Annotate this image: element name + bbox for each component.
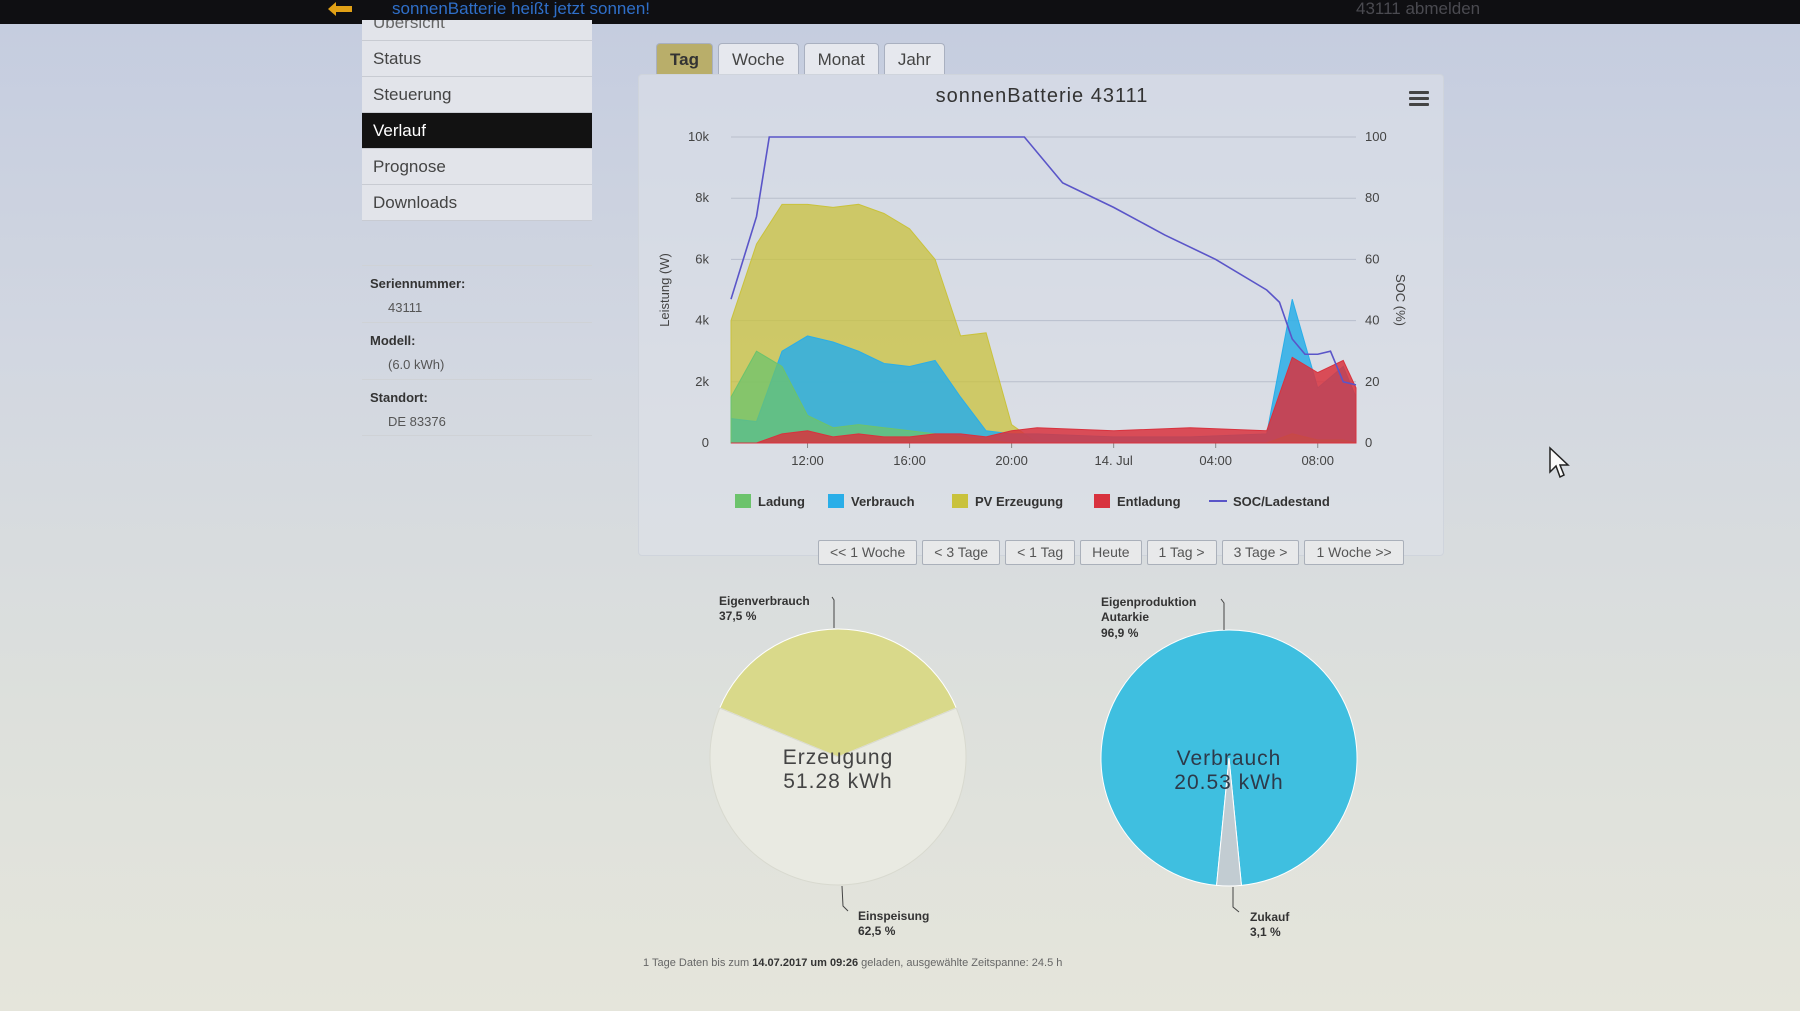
- legend-label: PV Erzeugung: [975, 494, 1063, 509]
- chart-title: sonnenBatterie 43111: [935, 85, 1149, 107]
- y2-tick-label: 20: [1365, 374, 1379, 389]
- pie-label-name: Einspeisung: [858, 909, 929, 923]
- footer-prefix: 1 Tage Daten bis zum: [643, 957, 750, 969]
- range-forward-week-button[interactable]: 1 Woche >>: [1304, 540, 1404, 565]
- pie-label-value: 96,9 %: [1101, 626, 1139, 640]
- tab-woche[interactable]: Woche: [717, 43, 799, 74]
- y2-tick-label: 80: [1365, 190, 1379, 205]
- device-info: Seriennummer: 43111 Modell: (6.0 kWh) St…: [362, 265, 592, 436]
- tab-monat[interactable]: Monat: [803, 43, 879, 74]
- legend-swatch: [1094, 494, 1110, 508]
- location-label: Standort:: [370, 390, 428, 405]
- location-value: DE 83376: [388, 414, 446, 429]
- logout-link[interactable]: 43111 abmelden: [1356, 0, 1481, 18]
- range-navigation: << 1 Woche < 3 Tage < 1 Tag Heute 1 Tag …: [818, 540, 1404, 565]
- legend-label: SOC/Ladestand: [1233, 494, 1330, 509]
- banner-link[interactable]: sonnenBatterie heißt jetzt sonnen!: [392, 0, 650, 18]
- y-tick-label: 2k: [695, 374, 709, 389]
- pie-label-name: Eigenproduktion: [1101, 595, 1196, 609]
- pie-label-value: 37,5 %: [719, 609, 757, 623]
- y-tick-label: 0: [702, 435, 709, 450]
- sidebar-item-status[interactable]: Status: [362, 41, 592, 77]
- leader-line: [1232, 887, 1240, 913]
- mouse-cursor-icon: [1549, 446, 1570, 479]
- serial-label: Seriennummer:: [370, 276, 466, 291]
- footer-mid: um: [810, 957, 827, 969]
- y2-axis-title: SOC (%): [1393, 274, 1408, 326]
- footer-time: 09:26: [829, 957, 859, 969]
- tab-jahr[interactable]: Jahr: [883, 43, 945, 74]
- chart-menu-icon[interactable]: [1409, 91, 1429, 107]
- serial-value: 43111: [388, 300, 423, 315]
- y2-tick-label: 60: [1365, 251, 1379, 266]
- footer-date: 14.07.2017: [752, 957, 808, 969]
- pie-label-name: Zukauf: [1250, 910, 1290, 924]
- series-soc-line: [730, 136, 1357, 386]
- y2-tick-label: 0: [1365, 435, 1372, 450]
- model-label: Modell:: [370, 333, 416, 348]
- y-tick-label: 4k: [695, 313, 709, 328]
- y-axis-title: Leistung (W): [657, 253, 672, 327]
- serial-info: Seriennummer: 43111: [362, 265, 592, 322]
- range-back-week-button[interactable]: << 1 Woche: [818, 540, 918, 565]
- y-tick-label: 8k: [695, 190, 709, 205]
- sidebar-item-prognose[interactable]: Prognose: [362, 149, 592, 185]
- legend-swatch: [735, 494, 751, 508]
- sidebar-nav: Übersicht Status Steuerung Verlauf Progn…: [362, 20, 592, 221]
- x-tick-label: 04:00: [1199, 453, 1232, 468]
- sidebar-item-uebersicht[interactable]: Übersicht: [362, 20, 592, 41]
- y2-tick-label: 100: [1365, 129, 1387, 144]
- legend-label: Verbrauch: [851, 494, 915, 509]
- pie-center-value: 51.28 kWh: [783, 770, 892, 793]
- chart-panel: sonnenBatterie 43111 0 2k 4k 6k 8k 10k 0 20 40 60…: [638, 74, 1444, 556]
- pie-center-label: Erzeugung: [783, 746, 894, 769]
- data-status-note: 1 Tage Daten bis zum 14.07.2017 um 09:26…: [643, 957, 1062, 969]
- legend-label: Entladung: [1117, 494, 1181, 509]
- legend-swatch: [952, 494, 968, 508]
- range-today-button[interactable]: Heute: [1080, 540, 1142, 565]
- footer-suffix: geladen, ausgewählte Zeitspanne: 24.5 h: [861, 957, 1063, 969]
- range-forward-3days-button[interactable]: 3 Tage >: [1221, 540, 1300, 565]
- pie-slice-zukauf: [1216, 757, 1242, 887]
- x-tick-label: 16:00: [893, 453, 926, 468]
- pie-slice-eigenproduktion: [1100, 629, 1358, 886]
- sidebar-item-downloads[interactable]: Downloads: [362, 185, 592, 221]
- model-info: Modell: (6.0 kWh): [362, 322, 592, 379]
- y-tick-label: 10k: [688, 129, 709, 144]
- back-arrow-icon[interactable]: [326, 1, 354, 17]
- range-back-day-button[interactable]: < 1 Tag: [1005, 540, 1076, 565]
- legend-label: Ladung: [758, 494, 805, 509]
- x-tick-label: 08:00: [1301, 453, 1334, 468]
- tab-tag[interactable]: Tag: [656, 43, 713, 74]
- range-forward-day-button[interactable]: 1 Tag >: [1146, 540, 1217, 565]
- series-entladung: [731, 356, 1357, 444]
- sidebar-item-verlauf[interactable]: Verlauf: [362, 113, 592, 149]
- y2-tick-label: 40: [1365, 313, 1379, 328]
- pie-label-name-line2: Autarkie: [1101, 610, 1149, 624]
- pie-label-name: Eigenverbrauch: [719, 594, 810, 608]
- pie-label-value: 3,1 %: [1250, 925, 1281, 939]
- power-chart: 0 2k 4k 6k 8k 10k 0 20 40 60 80 100 12:00 16:00 20:00 1…: [657, 129, 1408, 509]
- location-info: Standort: DE 83376: [362, 379, 592, 436]
- model-value: (6.0 kWh): [388, 357, 445, 372]
- leader-line: [841, 885, 849, 912]
- top-bar: sonnenBatterie heißt jetzt sonnen! 43111…: [0, 0, 1800, 24]
- x-tick-label: 12:00: [791, 453, 824, 468]
- legend-swatch: [828, 494, 844, 508]
- x-tick-label: 14. Jul: [1094, 453, 1132, 468]
- leader-line: [831, 596, 835, 628]
- pie-slice-eigenverbrauch: [719, 628, 957, 758]
- y-tick-label: 6k: [695, 251, 709, 266]
- pie-label-value: 62,5 %: [858, 924, 896, 938]
- pie-center-value: 20.53 kWh: [1174, 771, 1283, 794]
- pie-slice-einspeisung: [709, 707, 967, 886]
- x-tick-label: 20:00: [995, 453, 1028, 468]
- period-tabs: Tag Woche Monat Jahr: [656, 43, 945, 74]
- pie-center-label: Verbrauch: [1177, 747, 1282, 770]
- sidebar-item-steuerung[interactable]: Steuerung: [362, 77, 592, 113]
- leader-line: [1220, 598, 1225, 630]
- range-back-3days-button[interactable]: < 3 Tage: [922, 540, 1001, 565]
